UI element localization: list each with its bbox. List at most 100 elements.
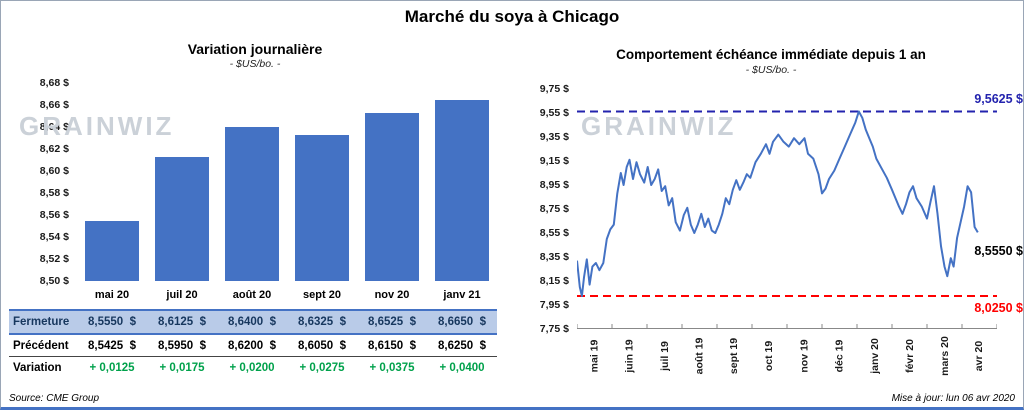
bar-chart-x-axis: mai 20 juil 20 août 20 sept 20 nov 20 janv 21 <box>77 289 497 301</box>
month-label: août 19 <box>693 337 706 375</box>
month-label-cell: août 19 <box>682 329 717 383</box>
y-tick-label: 8,35 $ <box>539 251 569 263</box>
y-tick-label: 8,56 $ <box>39 209 69 221</box>
month-label-cell: avr 20 <box>962 329 997 383</box>
month-label: mai 19 <box>588 339 601 373</box>
bar-chart-area: 8,68 $ 8,66 $ 8,64 $ 8,62 $ 8,60 $ 8,58 $ 8,56… <box>9 77 501 287</box>
table-cell: 8,6325 $ <box>298 316 346 328</box>
table-row: Variation + 0,0125 + 0,0175 + 0,0200 + 0,027… <box>9 357 497 378</box>
row-label: Précédent <box>13 339 69 352</box>
category-label: janv 21 <box>443 289 481 301</box>
y-tick-label: 8,58 $ <box>39 187 69 199</box>
line-chart-plot: GRAINWIZ 9,5625 $ 8,0250 $ 8,5550 $ <box>577 89 1023 329</box>
table-cell: 8,6200 $ <box>228 339 276 352</box>
table-row: Précédent 8,5425 $ 8,5950 $ 8,6200 $ 8,6050 … <box>9 335 497 357</box>
line-chart-y-axis: 9,75 $ 9,55 $ 9,35 $ 9,15 $ 8,95 $ 8,75 $ 8,55… <box>521 83 577 335</box>
table-cell: + 0,0175 <box>159 361 205 374</box>
month-label: avr 20 <box>973 340 986 372</box>
y-tick-label: 8,75 $ <box>539 203 569 215</box>
bar-chart-title: Variation journalière <box>187 41 323 57</box>
month-label: janv 20 <box>868 338 881 374</box>
month-label-cell: sept 19 <box>717 329 752 383</box>
table-cell: 8,5425 $ <box>88 339 136 352</box>
y-tick-label: 8,60 $ <box>39 165 69 177</box>
table-cell: + 0,0200 <box>229 361 275 374</box>
update-note: Mise à jour: lun 06 avr 2020 <box>891 393 1015 404</box>
month-label-cell: nov 19 <box>787 329 822 383</box>
month-label: sept 19 <box>728 337 741 375</box>
month-label-cell: déc 19 <box>822 329 857 383</box>
month-label: févr 20 <box>903 339 916 373</box>
y-tick-label: 9,55 $ <box>539 107 569 119</box>
table-cell: 8,6050 $ <box>298 339 346 352</box>
bars-container <box>77 83 497 281</box>
month-label: mars 20 <box>938 336 951 376</box>
bar <box>295 135 349 281</box>
y-tick-label: 8,64 $ <box>39 121 69 133</box>
grainwiz-watermark: GRAINWIZ <box>19 111 175 141</box>
table-cell: 8,6125 $ <box>158 316 206 328</box>
month-label-cell: févr 20 <box>892 329 927 383</box>
month-label-cell: juin 19 <box>612 329 647 383</box>
y-tick-label: 8,68 $ <box>39 77 69 89</box>
page-title: Marché du soya à Chicago <box>404 7 620 26</box>
table-cell: 8,6525 $ <box>368 316 416 328</box>
month-label: déc 19 <box>833 339 846 373</box>
table-cell: + 0,0125 <box>89 361 135 374</box>
bar-chart-subtitle: - $US/bo. - <box>229 58 281 70</box>
bar <box>155 157 209 281</box>
one-year-behavior-panel: Comportement échéance immédiate depuis 1… <box>521 47 1023 383</box>
bar-chart-y-axis: 8,68 $ 8,66 $ 8,64 $ 8,62 $ 8,60 $ 8,58 $ 8,56… <box>9 77 77 287</box>
summary-table: Fermeture 8,5550 $ 8,6125 $ 8,6400 $ 8,6325 … <box>9 309 497 378</box>
y-tick-label: 7,75 $ <box>539 323 569 335</box>
y-tick-label: 8,50 $ <box>39 275 69 287</box>
bar-slot <box>147 83 217 281</box>
table-cell: 8,6150 $ <box>368 339 416 352</box>
table-cell: 8,5950 $ <box>158 339 206 352</box>
category-label: août 20 <box>232 289 272 301</box>
line-chart-x-axis: mai 19 juin 19 juil 19 août 19 sept 19 oct 19… <box>577 329 997 383</box>
category-label: sept 20 <box>303 289 341 301</box>
line-chart-subtitle: - $US/bo. - <box>745 64 797 76</box>
bar-slot <box>287 83 357 281</box>
table-cell: 8,5550 $ <box>88 316 136 328</box>
y-tick-label: 8,52 $ <box>39 253 69 265</box>
y-tick-label: 9,75 $ <box>539 83 569 95</box>
month-label: nov 19 <box>798 339 811 373</box>
source-note: Source: CME Group <box>9 393 100 404</box>
y-tick-label: 8,15 $ <box>539 275 569 287</box>
bar-slot <box>427 83 497 281</box>
price-line <box>577 110 979 297</box>
category-label: mai 20 <box>94 289 130 301</box>
y-tick-label: 8,55 $ <box>539 227 569 239</box>
bar-slot <box>217 83 287 281</box>
line-chart-area: 9,75 $ 9,55 $ 9,35 $ 9,15 $ 8,95 $ 8,75 $ 8,55… <box>521 83 1023 335</box>
bar <box>85 220 139 281</box>
y-tick-label: 7,95 $ <box>539 299 569 311</box>
y-tick-label: 9,35 $ <box>539 131 569 143</box>
last-value-label: 8,5550 $ <box>974 244 1023 259</box>
table-cell: + 0,0275 <box>299 361 345 374</box>
y-tick-label: 8,54 $ <box>39 231 69 243</box>
month-label-cell: juil 19 <box>647 329 682 383</box>
min-value-label: 8,0250 $ <box>974 301 1023 315</box>
bar <box>225 127 279 281</box>
category-label: juil 20 <box>166 289 198 301</box>
table-cell: 8,6650 $ <box>438 316 486 328</box>
line-chart-svg <box>577 110 997 329</box>
bar <box>365 113 419 281</box>
y-tick-label: 8,66 $ <box>39 99 69 111</box>
y-tick-label: 8,95 $ <box>539 179 569 191</box>
bar <box>435 99 489 281</box>
y-tick-label: 9,15 $ <box>539 155 569 167</box>
x-axis-ticks <box>577 324 997 329</box>
table-cell: + 0,0375 <box>369 361 415 374</box>
bar-slot <box>77 83 147 281</box>
bar-slot <box>357 83 427 281</box>
line-chart-title: Comportement échéance immédiate depuis 1… <box>616 47 926 62</box>
row-label: Variation <box>13 361 62 374</box>
month-label-cell: mai 19 <box>577 329 612 383</box>
month-label: juin 19 <box>623 339 636 373</box>
table-cell: + 0,0400 <box>439 361 485 374</box>
